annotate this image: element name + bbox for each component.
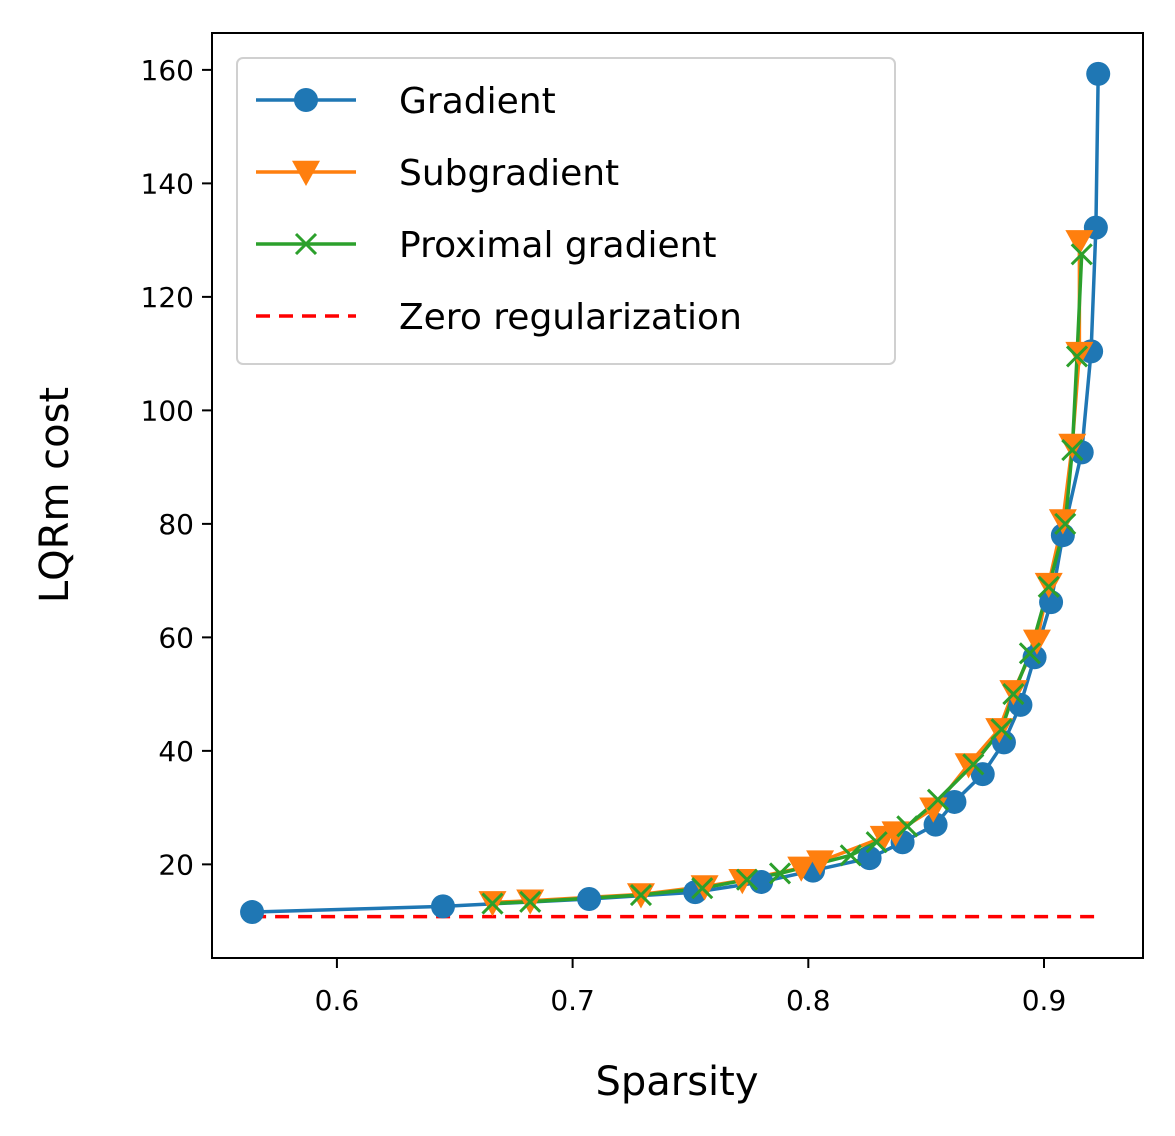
x-tick-label: 0.6 <box>315 984 360 1017</box>
y-tick-label: 100 <box>141 394 194 427</box>
data-point-proximal-gradient <box>990 718 1013 741</box>
data-point-subgradient <box>881 821 910 847</box>
data-point-proximal-gradient <box>1002 683 1025 706</box>
y-axis: 20 40 60 80 100 120 140 160 <box>141 54 212 881</box>
y-tick-label: 80 <box>158 508 194 541</box>
x-tick-label: 0.9 <box>1022 984 1067 1017</box>
data-point-gradient <box>857 846 882 871</box>
data-point-proximal-gradient <box>481 892 504 915</box>
data-point-proximal-gradient <box>629 883 653 907</box>
x-tick-label: 0.8 <box>786 984 831 1017</box>
data-point-subgradient <box>954 753 983 779</box>
data-point-proximal-gradient <box>962 753 985 776</box>
data-point-proximal-gradient <box>1018 642 1041 665</box>
data-point-gradient <box>923 812 948 837</box>
plot-frame <box>211 32 1144 959</box>
data-point-proximal-gradient <box>926 788 950 811</box>
data-point-subgradient <box>1022 629 1051 655</box>
y-axis-title: LQRm cost <box>32 387 78 603</box>
y-tick-label: 60 <box>158 621 194 654</box>
legend-label-zero-regularization: Zero regularization <box>399 297 742 338</box>
y-tick-label: 20 <box>158 848 194 881</box>
x-tick-label: 0.7 <box>550 984 595 1017</box>
data-point-gradient <box>1086 61 1111 86</box>
legend: Gradient Subgradient Proximal gradient Zero… <box>236 57 896 365</box>
data-point-subgradient <box>787 856 816 882</box>
data-point-proximal-gradient <box>1061 439 1084 462</box>
data-point-gradient <box>577 886 602 911</box>
legend-marker-gradient <box>294 88 318 112</box>
data-point-proximal-gradient <box>691 877 714 900</box>
data-point-proximal-gradient <box>1070 243 1093 266</box>
data-point-proximal-gradient <box>735 868 759 891</box>
data-point-proximal-gradient <box>1054 512 1077 535</box>
y-tick-label: 40 <box>158 735 194 768</box>
data-point-proximal-gradient <box>519 890 542 913</box>
legend-label-subgradient: Subgradient <box>399 153 619 194</box>
data-point-proximal-gradient <box>839 844 862 867</box>
data-point-proximal-gradient <box>1065 345 1089 368</box>
y-tick-label: 160 <box>141 54 194 87</box>
plot-markers <box>240 61 1111 925</box>
data-point-subgradient <box>806 850 835 876</box>
data-point-gradient <box>430 894 455 919</box>
data-point-subgradient <box>1058 433 1087 459</box>
legend-label-proximal-gradient: Proximal gradient <box>399 225 717 266</box>
legend-label-gradient: Gradient <box>399 81 556 122</box>
data-point-proximal-gradient <box>1037 575 1060 598</box>
data-point-proximal-gradient <box>865 831 888 854</box>
y-tick-label: 140 <box>141 167 194 200</box>
legend-marker-proximal-gradient <box>294 232 318 256</box>
data-point-proximal-gradient <box>896 815 919 838</box>
data-point-gradient <box>942 789 967 814</box>
legend-box <box>236 57 896 365</box>
legend-marker-subgradient <box>292 160 320 186</box>
data-point-gradient <box>240 900 265 925</box>
x-axis: 0.6 0.7 0.8 0.9 <box>315 958 1067 1017</box>
y-tick-label: 120 <box>141 281 194 314</box>
data-point-proximal-gradient <box>768 862 792 885</box>
data-point-subgradient <box>1065 230 1094 256</box>
x-axis-title: Sparsity <box>595 1059 758 1105</box>
